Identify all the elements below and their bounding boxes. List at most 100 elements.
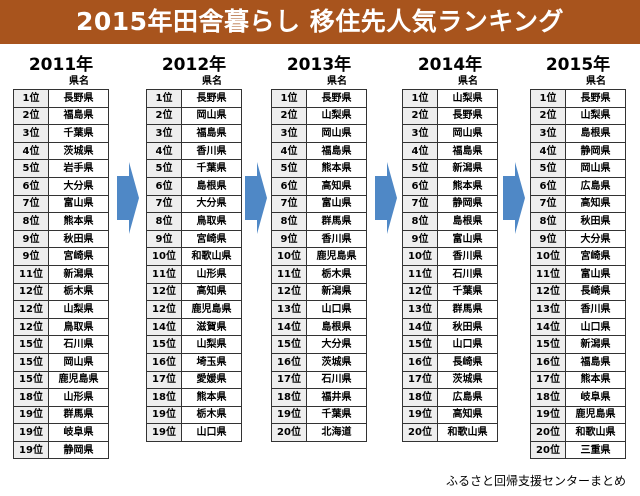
prefecture-cell: 鹿児島県 — [181, 300, 242, 319]
prefecture-cell: 茨城県 — [437, 370, 498, 390]
ranking-column-2012: 2012年 県名 1位 長野県 2位 岡山県 3位 福島県 4位 香川県 5位 千葉県 6位 島根県 7… — [146, 55, 242, 442]
rank-cell: 15位 — [13, 370, 49, 390]
rank-cell: 17位 — [271, 370, 307, 390]
prefecture-cell: 長野県 — [306, 89, 367, 108]
table-row: 5位 岡山県 — [530, 159, 626, 178]
table-row: 18位 山形県 — [13, 388, 109, 407]
rank-cell: 2位 — [530, 106, 566, 126]
prefecture-cell: 宮崎県 — [48, 247, 109, 266]
table-row: 8位 秋田県 — [530, 212, 626, 231]
table-row: 15位 新潟県 — [530, 335, 626, 354]
rank-cell: 3位 — [146, 124, 182, 143]
rank-cell: 10位 — [402, 247, 438, 266]
rank-cell: 11位 — [530, 264, 566, 284]
prefecture-cell: 新潟県 — [48, 264, 109, 284]
prefecture-cell: 秋田県 — [565, 212, 626, 231]
rank-cell: 15位 — [402, 335, 438, 354]
table-row: 1位 山梨県 — [402, 89, 498, 108]
rank-cell: 6位 — [402, 176, 438, 196]
table-row: 11位 新潟県 — [13, 264, 109, 284]
prefecture-cell: 香川県 — [437, 247, 498, 266]
rank-cell: 8位 — [13, 212, 49, 231]
year-label: 2014年 — [417, 55, 483, 75]
rank-cell: 7位 — [530, 194, 566, 214]
table-row: 11位 石川県 — [402, 264, 498, 284]
table-row: 10位 鹿児島県 — [271, 247, 367, 266]
ranking-table: 1位 山梨県 2位 長野県 3位 岡山県 4位 福島県 5位 新潟県 6位 熊本県 7位 静岡県 8位 島根県… — [402, 89, 498, 442]
rank-cell: 5位 — [530, 159, 566, 178]
rank-cell: 15位 — [271, 335, 307, 354]
year-label: 2015年 — [545, 55, 611, 75]
prefecture-cell: 大分県 — [565, 229, 626, 249]
table-row: 10位 香川県 — [402, 247, 498, 266]
table-row: 1位 長野県 — [146, 89, 242, 108]
rank-cell: 10位 — [530, 247, 566, 266]
rank-cell: 14位 — [146, 317, 182, 337]
prefecture-cell: 岩手県 — [48, 159, 109, 178]
table-row: 12位 山梨県 — [13, 300, 109, 319]
table-row: 7位 富山県 — [271, 194, 367, 214]
prefecture-cell: 鳥取県 — [181, 212, 242, 231]
prefecture-cell: 群馬県 — [306, 212, 367, 231]
prefecture-cell: 秋田県 — [437, 317, 498, 337]
table-row: 10位 宮崎県 — [530, 247, 626, 266]
table-row: 7位 大分県 — [146, 194, 242, 214]
rank-cell: 8位 — [271, 212, 307, 231]
rank-cell: 4位 — [530, 141, 566, 161]
table-row: 3位 岡山県 — [402, 124, 498, 143]
prefecture-cell: 山梨県 — [181, 335, 242, 354]
rank-cell: 3位 — [530, 124, 566, 143]
prefecture-cell: 長野県 — [181, 89, 242, 108]
prefecture-cell: 高知県 — [437, 405, 498, 425]
table-row: 4位 茨城県 — [13, 141, 109, 161]
year-label: 2011年 — [28, 55, 94, 75]
table-row: 3位 福島県 — [146, 124, 242, 143]
rank-cell: 6位 — [13, 176, 49, 196]
prefecture-cell: 富山県 — [565, 264, 626, 284]
prefecture-cell: 福島県 — [565, 352, 626, 372]
prefecture-cell: 岡山県 — [306, 124, 367, 143]
rank-cell: 12位 — [13, 300, 49, 319]
prefecture-cell: 群馬県 — [437, 300, 498, 319]
rank-cell: 8位 — [402, 212, 438, 231]
rank-cell: 7位 — [402, 194, 438, 214]
table-row: 20位 和歌山県 — [530, 423, 626, 442]
rank-cell: 5位 — [13, 159, 49, 178]
column-header: 県名 — [202, 76, 222, 87]
table-row: 15位 鹿児島県 — [13, 370, 109, 390]
rank-cell: 1位 — [146, 89, 182, 108]
rank-cell: 2位 — [402, 106, 438, 126]
rank-cell: 20位 — [402, 423, 438, 442]
rank-cell: 8位 — [146, 212, 182, 231]
table-row: 5位 新潟県 — [402, 159, 498, 178]
ranking-table: 1位 長野県 2位 福島県 3位 千葉県 4位 茨城県 5位 岩手県 6位 大分県 7位 富山県 8位 熊本県… — [13, 89, 109, 460]
table-row: 15位 山梨県 — [146, 335, 242, 354]
prefecture-cell: 福井県 — [306, 388, 367, 407]
table-row: 19位 高知県 — [402, 405, 498, 425]
table-row: 12位 千葉県 — [402, 282, 498, 302]
table-row: 7位 高知県 — [530, 194, 626, 214]
table-row: 15位 岡山県 — [13, 352, 109, 372]
prefecture-cell: 山口県 — [306, 300, 367, 319]
rank-cell: 9位 — [13, 247, 49, 266]
rank-cell: 15位 — [13, 352, 49, 372]
table-row: 18位 福井県 — [271, 388, 367, 407]
prefecture-cell: 鹿児島県 — [48, 370, 109, 390]
table-row: 6位 熊本県 — [402, 176, 498, 196]
table-row: 14位 島根県 — [271, 317, 367, 337]
table-row: 18位 岐阜県 — [530, 388, 626, 407]
rank-cell: 19位 — [402, 405, 438, 425]
table-row: 19位 山口県 — [146, 423, 242, 442]
prefecture-cell: 石川県 — [437, 264, 498, 284]
rank-cell: 9位 — [146, 229, 182, 249]
prefecture-cell: 岐阜県 — [565, 388, 626, 407]
table-row: 10位 和歌山県 — [146, 247, 242, 266]
rank-cell: 6位 — [530, 176, 566, 196]
prefecture-cell: 福島県 — [306, 141, 367, 161]
rank-cell: 14位 — [271, 317, 307, 337]
column-header: 県名 — [458, 76, 478, 87]
table-row: 4位 香川県 — [146, 141, 242, 161]
rank-cell: 11位 — [271, 264, 307, 284]
table-row: 9位 香川県 — [271, 229, 367, 249]
table-row: 12位 鹿児島県 — [146, 300, 242, 319]
